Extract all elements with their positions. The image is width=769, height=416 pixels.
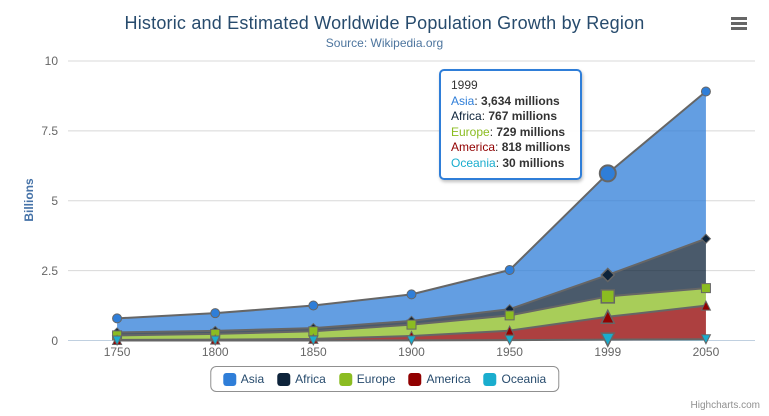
legend-item-america[interactable]: America [408, 372, 471, 386]
data-point-asia-1999[interactable] [598, 164, 617, 183]
legend-symbol [277, 372, 291, 386]
legend-item-asia[interactable]: Asia [222, 372, 265, 386]
y-axis-label: 0 [51, 333, 58, 348]
tooltip: 1999 Asia: 3,634 millions Africa: 767 mil… [439, 69, 583, 180]
x-axis-label: 1850 [299, 345, 327, 359]
tooltip-row-europe: Europe: 729 millions [451, 124, 566, 139]
data-point-asia-1900[interactable] [406, 289, 417, 300]
area-series-africa[interactable] [117, 238, 706, 336]
tooltip-series-name: Africa [451, 109, 482, 123]
data-point-oceania-1750[interactable] [111, 335, 123, 347]
legend-item-label: Asia [240, 372, 265, 386]
credits-link[interactable]: Highcharts.com [690, 400, 760, 411]
legend-item-europe[interactable]: Europe [338, 372, 396, 386]
data-point-asia-1950[interactable] [504, 265, 515, 276]
x-axis-label: 2050 [692, 345, 720, 359]
data-point-oceania-1900[interactable] [406, 335, 417, 346]
tooltip-row-oceania: Oceania: 30 millions [451, 155, 565, 170]
data-point-america-1999[interactable] [600, 308, 616, 325]
data-point-europe-2050[interactable] [700, 283, 711, 294]
tooltip-series-value: 818 millions [501, 140, 571, 154]
tooltip-row-america: America: 818 millions [451, 140, 571, 154]
x-axis-label: 1800 [201, 345, 229, 359]
hamburger-icon [731, 17, 747, 20]
legend-symbol [483, 372, 497, 386]
data-point-oceania-1800[interactable] [209, 335, 221, 347]
y-axis-label: 2.5 [41, 263, 58, 278]
tooltip-series-name: Europe [451, 124, 490, 139]
chart-subtitle: Source: Wikipedia.org [325, 36, 444, 50]
tooltip-series-name: America [451, 140, 496, 154]
data-point-asia-1750[interactable] [112, 313, 123, 324]
data-point-oceania-2050[interactable] [700, 334, 712, 345]
legend-item-label: Europe [356, 372, 396, 386]
y-axis-label: 5 [51, 193, 58, 208]
x-axis-label: 1900 [398, 345, 425, 359]
data-point-europe-1999[interactable] [600, 289, 616, 304]
legend-symbol [408, 372, 422, 386]
area-series-america[interactable] [117, 305, 706, 341]
chart-title: Historic and Estimated Worldwide Populat… [124, 13, 645, 33]
data-point-asia-1850[interactable] [308, 300, 319, 311]
legend-symbol [338, 372, 352, 386]
area-series-asia[interactable] [117, 91, 706, 333]
tooltip-row-africa: Africa: 767 millions [451, 109, 558, 123]
tooltip-series-value: 729 millions [496, 124, 566, 139]
data-point-asia-1800[interactable] [210, 308, 221, 319]
legend-symbol [222, 372, 236, 386]
legend: Asia Africa Europe America Oceania [209, 366, 560, 392]
legend-item-africa[interactable]: Africa [277, 372, 326, 386]
legend-item-label: America [426, 372, 471, 386]
y-axis-label: 10 [44, 54, 58, 68]
export-menu-button[interactable] [729, 15, 749, 32]
x-axis-label: 1950 [496, 345, 523, 359]
x-axis-label: 1750 [103, 345, 131, 359]
hamburger-icon [731, 22, 747, 25]
hamburger-icon [731, 27, 747, 30]
tooltip-series-value: 767 millions [488, 109, 558, 123]
data-point-asia-2050[interactable] [700, 86, 711, 97]
y-axis-label: 7.5 [41, 123, 58, 138]
data-point-europe-1950[interactable] [504, 310, 515, 321]
data-point-oceania-1999[interactable] [600, 332, 616, 348]
tooltip-series-name: Oceania [451, 155, 496, 170]
data-point-america-2050[interactable] [700, 300, 712, 311]
tooltip-series-name: Asia [451, 93, 475, 108]
data-point-oceania-1850[interactable] [308, 335, 319, 347]
data-point-africa-1999[interactable] [600, 267, 616, 283]
tooltip-series-value: 30 millions [502, 155, 565, 170]
data-point-oceania-1950[interactable] [504, 335, 515, 346]
data-point-africa-2050[interactable] [700, 233, 712, 244]
legend-item-label: Africa [295, 372, 326, 386]
x-axis-label: 1999 [594, 345, 622, 359]
legend-item-label: Oceania [501, 372, 547, 386]
tooltip-header: 1999 [451, 78, 478, 92]
tooltip-row-asia: Asia: 3,634 millions [451, 93, 560, 108]
legend-item-oceania[interactable]: Oceania [483, 372, 547, 386]
data-point-europe-1900[interactable] [406, 319, 417, 330]
tooltip-series-value: 3,634 millions [481, 93, 560, 108]
